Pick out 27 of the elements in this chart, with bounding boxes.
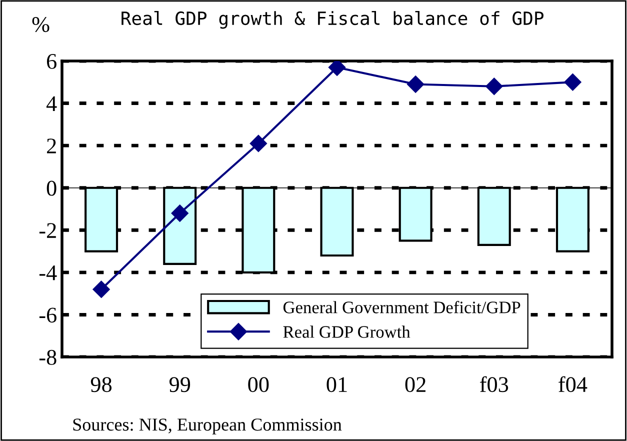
legend-label: General Government Deficit/GDP	[283, 300, 520, 314]
legend-label: Real GDP Growth	[283, 326, 410, 338]
point	[407, 76, 424, 93]
y-axis-title: %	[32, 17, 50, 32]
x-tick-label: 01	[326, 377, 347, 392]
x-tick-label: 00	[248, 377, 269, 392]
y-tick-label: 4	[46, 96, 57, 111]
y-tick-label: -4	[39, 266, 57, 280]
x-tick-label: 99	[169, 377, 190, 392]
chart-title: Real GDP growth & Fiscal balance of GDP	[122, 11, 544, 29]
source-note: Sources: NIS, European Commission	[73, 418, 342, 434]
point	[171, 204, 188, 222]
x-tick-label: 02	[405, 377, 426, 392]
point	[328, 61, 346, 76]
y-tick-label: -8	[39, 350, 56, 365]
y-tick-label: 0	[46, 180, 56, 196]
point	[250, 134, 267, 152]
y-tick-label: -2	[39, 223, 56, 238]
point	[486, 78, 503, 95]
x-tick-label: f04	[558, 376, 588, 392]
y-tick-label: 2	[47, 138, 56, 154]
x-tick-label: f03	[480, 376, 508, 392]
point	[92, 280, 110, 298]
x-tick-label: 98	[90, 377, 112, 392]
point	[564, 74, 582, 91]
y-tick-label: 6	[46, 54, 56, 69]
y-tick-label: -6	[39, 308, 56, 323]
